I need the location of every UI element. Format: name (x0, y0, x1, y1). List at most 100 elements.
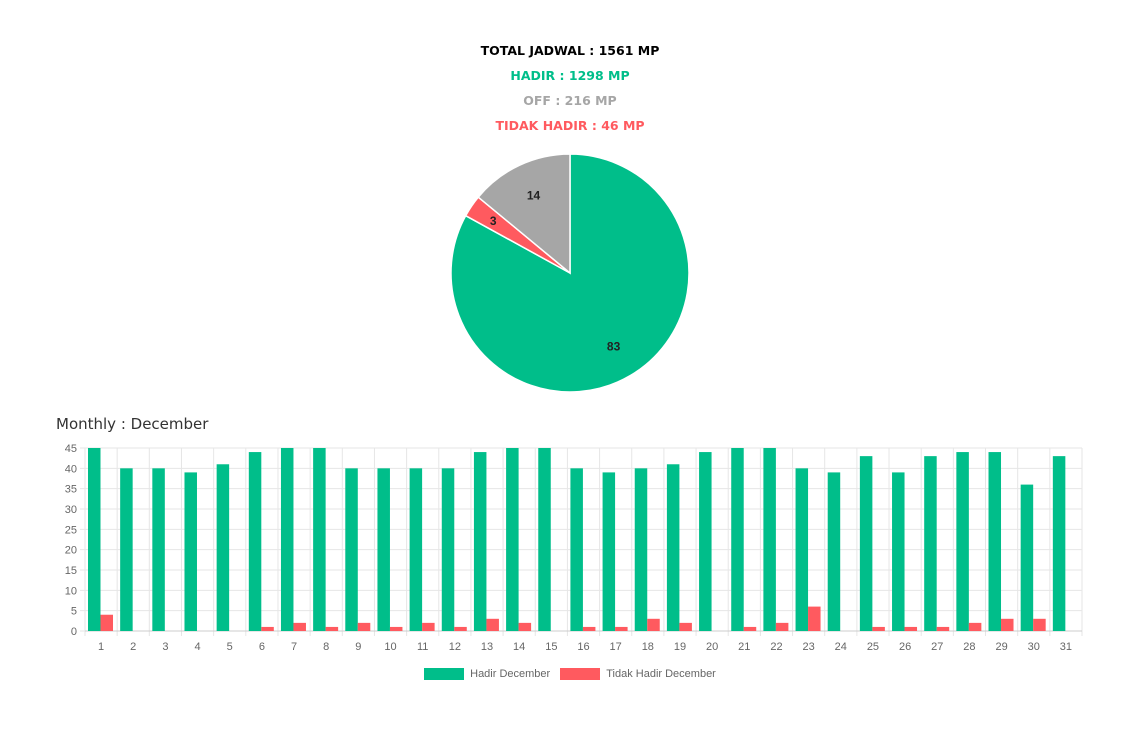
bar-hadir[interactable] (634, 468, 648, 631)
x-tick-label: 23 (803, 641, 815, 653)
x-tick-label: 20 (706, 641, 718, 653)
bar-tidak-hadir[interactable] (968, 622, 982, 631)
x-tick-label: 26 (899, 641, 911, 653)
bar-hadir[interactable] (1052, 456, 1066, 631)
bar-tidak-hadir[interactable] (808, 606, 821, 631)
bar-tidak-hadir[interactable] (422, 622, 435, 631)
bar-hadir[interactable] (538, 448, 551, 631)
x-tick-label: 2 (130, 641, 136, 653)
x-tick-label: 8 (323, 641, 329, 653)
legend-swatch-hadir (424, 668, 465, 680)
x-tick-label: 7 (291, 641, 297, 653)
legend-swatch-tidak-hadir (560, 668, 601, 680)
bar-tidak-hadir[interactable] (261, 626, 274, 631)
x-tick-label: 16 (577, 641, 589, 653)
bar-hadir[interactable] (88, 448, 101, 631)
bar-tidak-hadir[interactable] (775, 622, 789, 631)
bar-hadir[interactable] (763, 448, 776, 631)
bar-hadir[interactable] (184, 472, 197, 631)
x-tick-label: 29 (995, 641, 1007, 653)
bar-hadir[interactable] (795, 468, 809, 631)
off-label: OFF : 216 MP (523, 93, 617, 108)
bar-hadir[interactable] (377, 468, 390, 631)
bar-hadir[interactable] (699, 452, 712, 631)
bar-hadir[interactable] (988, 452, 1002, 631)
y-tick-label: 45 (65, 443, 77, 455)
bar-tidak-hadir[interactable] (325, 626, 339, 631)
bar-chart-legend: Hadir December Tidak Hadir December (0, 668, 1140, 680)
bar-tidak-hadir[interactable] (647, 618, 660, 631)
y-tick-label: 25 (65, 524, 77, 536)
bar-tidak-hadir[interactable] (582, 626, 596, 631)
bar-tidak-hadir[interactable] (1001, 618, 1014, 631)
bar-hadir[interactable] (409, 468, 423, 631)
bar-hadir[interactable] (666, 464, 680, 631)
bar-hadir[interactable] (570, 468, 583, 631)
bar-hadir[interactable] (731, 448, 744, 631)
bar-hadir[interactable] (248, 452, 262, 631)
pie-slice[interactable] (477, 153, 571, 275)
bar-hadir[interactable] (506, 448, 519, 631)
bar-tidak-hadir[interactable] (454, 626, 467, 631)
x-tick-label: 11 (417, 641, 428, 653)
bar-hadir[interactable] (441, 468, 455, 631)
pie-slice-label: 83 (607, 340, 621, 354)
x-tick-label: 25 (867, 641, 879, 653)
bar-tidak-hadir[interactable] (679, 622, 692, 631)
bar-tidak-hadir[interactable] (389, 626, 403, 631)
pie-slice-label: 14 (527, 188, 541, 202)
legend-item-tidak-hadir[interactable]: Tidak Hadir December (560, 668, 716, 680)
x-tick-label: 30 (1028, 641, 1040, 653)
x-tick-label: 15 (545, 641, 557, 653)
y-tick-label: 35 (65, 484, 77, 496)
bar-tidak-hadir[interactable] (357, 622, 371, 631)
bar-hadir[interactable] (120, 468, 133, 631)
x-tick-label: 28 (963, 641, 975, 653)
hadir-label: HADIR : 1298 MP (510, 68, 630, 83)
legend-item-hadir[interactable]: Hadir December (424, 668, 550, 680)
bar-hadir[interactable] (859, 456, 873, 631)
x-tick-label: 6 (259, 641, 265, 653)
pie-slice-label: 3 (490, 214, 497, 228)
bar-tidak-hadir[interactable] (872, 626, 885, 631)
bar-tidak-hadir[interactable] (100, 614, 114, 631)
x-tick-label: 24 (835, 641, 847, 653)
bar-hadir[interactable] (827, 472, 841, 631)
x-tick-label: 3 (162, 641, 168, 653)
bar-hadir[interactable] (956, 452, 969, 631)
bar-hadir[interactable] (602, 472, 616, 631)
y-tick-label: 5 (71, 606, 77, 618)
bar-tidak-hadir[interactable] (904, 626, 918, 631)
legend-label-tidak-hadir: Tidak Hadir December (606, 668, 716, 680)
x-tick-label: 21 (738, 641, 750, 653)
bar-hadir[interactable] (345, 468, 358, 631)
bar-hadir[interactable] (924, 456, 937, 631)
bar-hadir[interactable] (473, 452, 487, 631)
bar-hadir[interactable] (216, 464, 230, 631)
bar-hadir[interactable] (313, 448, 326, 631)
x-tick-label: 4 (195, 641, 201, 653)
bar-tidak-hadir[interactable] (486, 618, 499, 631)
bar-tidak-hadir[interactable] (518, 622, 532, 631)
attendance-pie-chart: 83 3 14 (450, 153, 690, 393)
bar-tidak-hadir[interactable] (743, 626, 757, 631)
x-tick-label: 10 (384, 641, 396, 653)
y-tick-label: 15 (65, 565, 77, 577)
bar-hadir[interactable] (1020, 484, 1034, 631)
bar-tidak-hadir[interactable] (615, 626, 628, 631)
y-tick-label: 40 (65, 463, 77, 475)
x-tick-label: 18 (642, 641, 654, 653)
x-tick-label: 19 (674, 641, 686, 653)
bar-hadir[interactable] (892, 472, 905, 631)
y-tick-label: 20 (65, 545, 77, 557)
bar-tidak-hadir[interactable] (936, 626, 950, 631)
x-tick-label: 14 (513, 641, 525, 653)
x-tick-label: 17 (610, 641, 622, 653)
bar-tidak-hadir[interactable] (293, 622, 306, 631)
bar-hadir[interactable] (152, 468, 165, 631)
x-tick-label: 1 (98, 641, 104, 653)
y-tick-label: 10 (65, 585, 77, 597)
bar-tidak-hadir[interactable] (1033, 618, 1046, 631)
monthly-chart-title: Monthly : December (56, 415, 209, 433)
bar-hadir[interactable] (280, 448, 294, 631)
